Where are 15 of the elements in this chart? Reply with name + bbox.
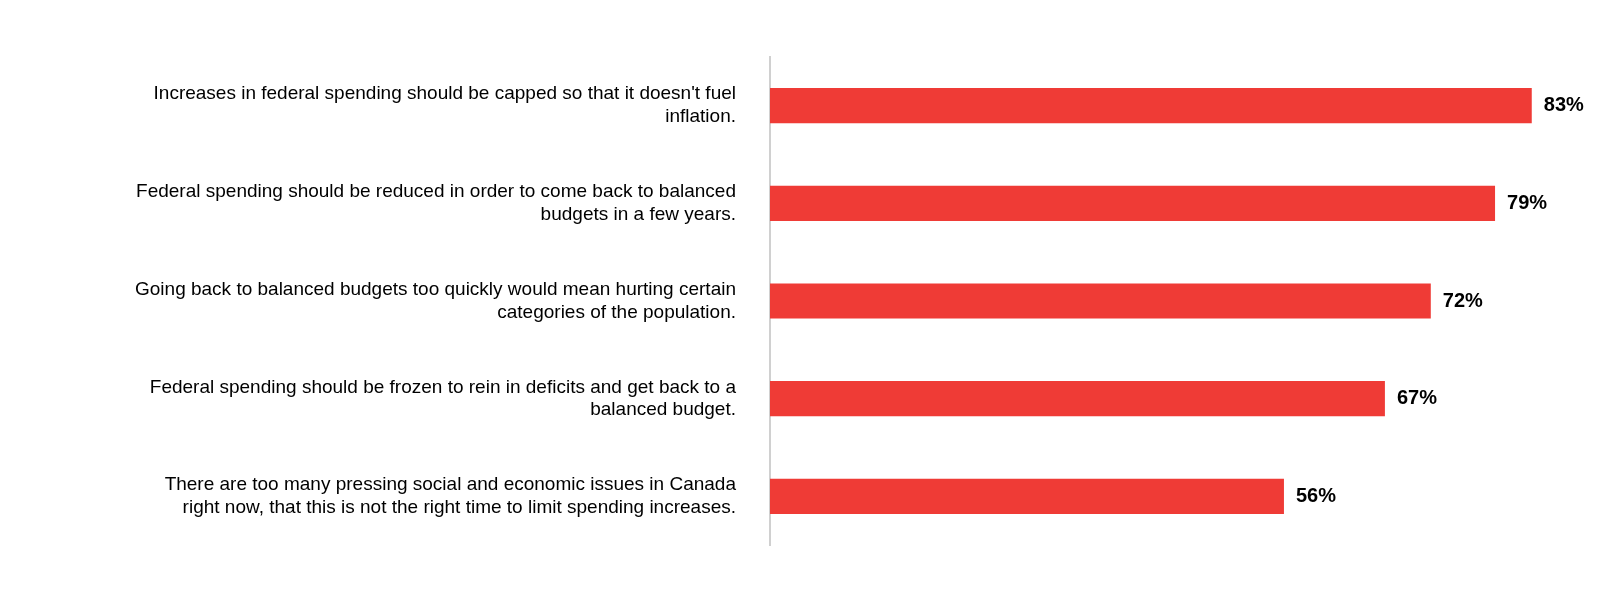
- data-label: 79%: [1507, 190, 1548, 213]
- bar: [770, 478, 1284, 514]
- data-label: 67%: [1396, 386, 1438, 409]
- bar: [770, 283, 1431, 319]
- y-tick-label: Going back to balanced budgets too quickly would mean hurting certain categories of the population.: [135, 277, 736, 322]
- bar: [770, 88, 1532, 124]
- y-tick-label: Federal spending should be reduced in order to come back to balanced budgets in a few years.: [136, 180, 736, 224]
- bar: [770, 381, 1385, 417]
- data-label: 72%: [1442, 288, 1484, 311]
- data-label: 83%: [1543, 93, 1584, 116]
- bar: [770, 185, 1496, 221]
- y-tick-label: Increases in federal spending should be capped so that it doesn't fuel inflation.: [153, 82, 736, 127]
- data-label: 56%: [1295, 483, 1337, 506]
- y-tick-label: Federal spending should be frozen to rein in deficits and get back to a balanced budget.: [149, 375, 737, 420]
- y-tick-label: There are too many pressing social and economic issues in Canada right now, that this is not the right time to limit spending increases.: [164, 473, 737, 517]
